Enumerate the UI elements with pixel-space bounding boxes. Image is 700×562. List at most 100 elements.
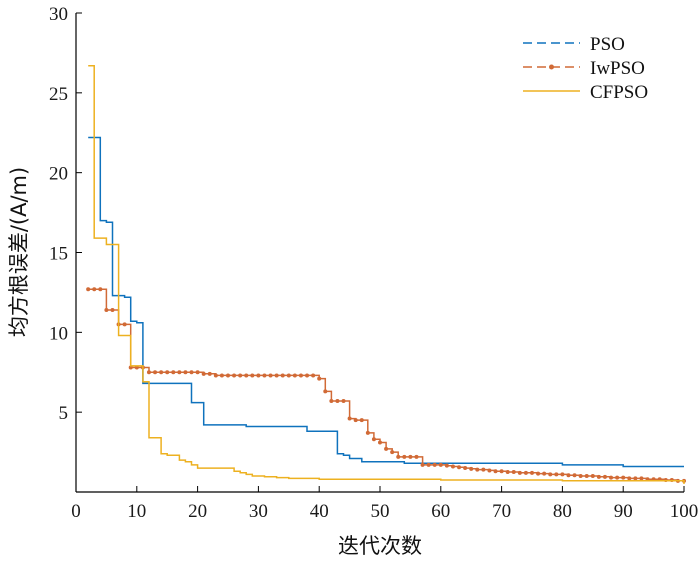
series-point-iwpso (153, 370, 158, 375)
legend: PSO IwPSO CFPSO (523, 34, 648, 103)
series-point-iwpso (438, 462, 443, 467)
series-line-iwpso (88, 288, 684, 482)
series-point-iwpso (487, 468, 492, 473)
y-axis-label: 均方根误差/(A/m) (7, 167, 31, 337)
axes: 0 10 20 30 40 50 60 70 80 90 100 5 10 15 20 25 30 (49, 4, 698, 522)
series-point-iwpso (566, 473, 571, 478)
series-line-cfpso (88, 64, 685, 484)
series-point-iwpso (621, 475, 626, 480)
series-point-iwpso (238, 373, 243, 378)
x-tick-label: 40 (310, 501, 329, 522)
series-point-iwpso (602, 474, 607, 479)
series-point-iwpso (250, 373, 255, 378)
series-point-iwpso (530, 470, 534, 475)
series-point-iwpso (432, 462, 437, 467)
series-point-iwpso (639, 476, 644, 481)
series-point-iwpso (280, 373, 285, 378)
series-point-iwpso (159, 370, 164, 375)
plot-area (86, 64, 686, 484)
series-point-iwpso (572, 473, 577, 478)
series-point-iwpso (584, 474, 589, 479)
series-point-iwpso (457, 465, 462, 470)
series-point-iwpso (505, 470, 510, 475)
series-point-iwpso (146, 370, 151, 375)
series-point-iwpso (232, 373, 237, 378)
x-tick-label: 100 (670, 501, 699, 522)
series-point-iwpso (578, 474, 583, 479)
x-tick-label: 50 (371, 501, 390, 522)
series-point-iwpso (590, 474, 595, 479)
series-point-iwpso (244, 373, 249, 378)
x-tick-label: 0 (71, 501, 81, 522)
series-point-iwpso (305, 373, 310, 378)
series-point-iwpso (469, 466, 474, 471)
series-point-iwpso (615, 475, 620, 480)
series-point-iwpso (481, 467, 486, 472)
series-point-iwpso (341, 398, 346, 403)
series-point-iwpso (207, 371, 212, 376)
series-point-iwpso (511, 470, 516, 475)
x-axis-label: 迭代次数 (338, 534, 422, 558)
series-point-iwpso (633, 476, 638, 481)
series-point-iwpso (171, 370, 176, 375)
series-point-iwpso (226, 373, 230, 378)
series-point-iwpso (335, 398, 340, 403)
series-point-iwpso (98, 287, 103, 292)
series-point-iwpso (450, 464, 455, 469)
x-tick-label: 60 (431, 501, 450, 522)
series-point-iwpso (627, 476, 632, 481)
series-point-iwpso (311, 373, 316, 378)
series-point-iwpso (426, 462, 431, 467)
series-point-iwpso (499, 469, 504, 474)
series-point-iwpso (347, 416, 352, 421)
series-point-iwpso (292, 373, 297, 378)
series-point-iwpso (548, 472, 553, 477)
series-point-iwpso (323, 389, 328, 394)
legend-label-pso: PSO (590, 34, 625, 55)
series-point-iwpso (286, 373, 291, 378)
series-point-iwpso (609, 475, 614, 480)
series-point-iwpso (378, 440, 382, 445)
series-point-iwpso (353, 418, 358, 423)
series-point-iwpso (517, 470, 522, 475)
series-point-iwpso (262, 373, 267, 378)
legend-label-cfpso: CFPSO (590, 82, 648, 103)
series-point-iwpso (463, 466, 468, 471)
series-point-iwpso (268, 373, 273, 378)
series-point-iwpso (317, 376, 322, 381)
legend-label-iwpso: IwPSO (590, 58, 645, 79)
series-point-iwpso (420, 462, 425, 467)
y-tick-label: 20 (49, 164, 68, 185)
series-line-pso (88, 136, 684, 468)
series-point-iwpso (92, 287, 97, 292)
series-point-iwpso (110, 307, 115, 312)
series-point-iwpso (493, 469, 498, 474)
series-point-iwpso (189, 370, 194, 375)
series-point-iwpso (371, 437, 376, 442)
series-point-iwpso (523, 470, 528, 475)
x-tick-label: 80 (553, 501, 572, 522)
series-point-iwpso (219, 373, 224, 378)
series-point-iwpso (384, 446, 389, 451)
series-point-iwpso (213, 373, 218, 378)
series-point-iwpso (256, 373, 261, 378)
series-point-iwpso (402, 454, 407, 459)
series-point-iwpso (86, 287, 91, 292)
series-point-iwpso (177, 370, 182, 375)
series-point-iwpso (183, 370, 188, 375)
series-point-iwpso (414, 454, 419, 459)
series-point-iwpso (365, 430, 370, 435)
y-tick-label: 30 (49, 4, 68, 25)
series-point-iwpso (104, 307, 109, 312)
x-tick-label: 70 (492, 501, 511, 522)
series-point-iwpso (408, 454, 413, 459)
series-point-iwpso (165, 370, 170, 375)
series-point-iwpso (122, 322, 127, 327)
y-tick-label: 25 (49, 84, 68, 105)
series-point-iwpso (359, 418, 364, 423)
y-tick-label: 15 (49, 244, 68, 265)
series-point-iwpso (298, 373, 303, 378)
series-point-iwpso (274, 373, 279, 378)
series-point-iwpso (596, 474, 601, 479)
